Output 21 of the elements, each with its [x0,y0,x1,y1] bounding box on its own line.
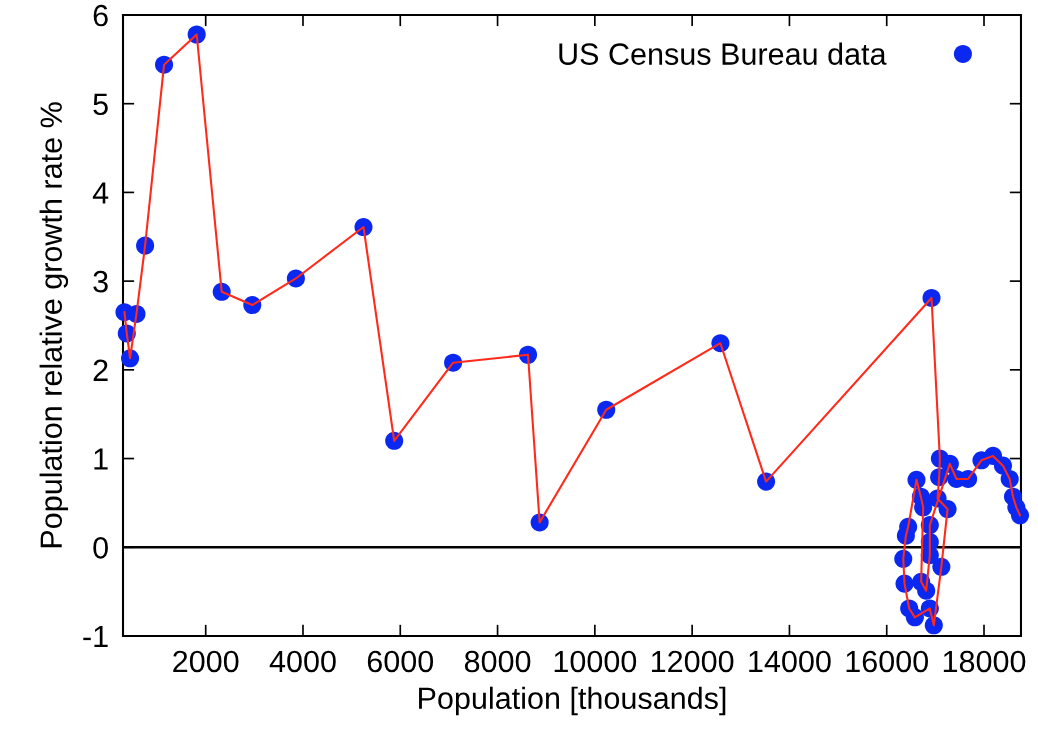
x-tick-label: 10000 [554,650,637,673]
point [1010,506,1030,525]
x-tick-label: 14000 [749,650,831,673]
x-tick-label: 16000 [846,650,929,673]
y-tick-label: 3 [93,270,108,293]
x-tick-label: 12000 [651,650,734,673]
x-axis-title: Population [thousands] [419,686,726,716]
x-tick-label: 8000 [464,650,531,673]
x-tick-label: 6000 [367,650,434,673]
x-tick-label: 18000 [943,650,1026,673]
x-tick-label: 2000 [173,650,239,673]
y-tick-label: 6 [93,4,108,27]
y-tick-label: 5 [93,93,108,116]
x-tick-label: 4000 [269,650,336,673]
legend-label: US Census Bureau data [559,42,887,65]
y-tick-label: 0 [93,536,108,559]
y-axis-title: Population relative growth rate % [39,102,69,548]
y-tick-label: -1 [83,626,108,648]
y-tick-label: 2 [93,359,108,381]
y-tick-label: 4 [92,182,109,204]
y-tick-label: 1 [94,448,108,470]
